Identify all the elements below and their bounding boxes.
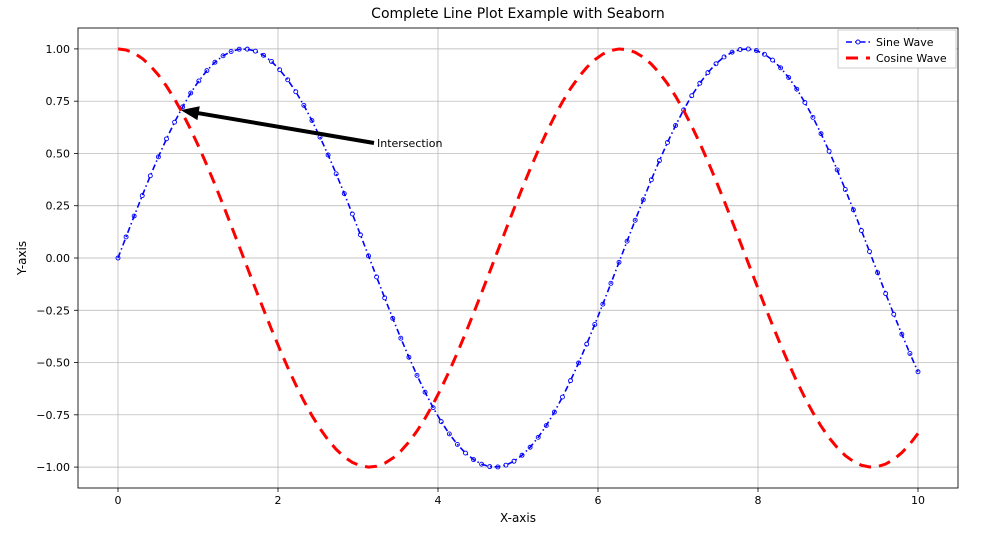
- ytick-label: 0.75: [46, 95, 71, 108]
- xtick-label: 0: [115, 494, 122, 507]
- y-axis-label: Y-axis: [15, 241, 29, 276]
- legend-label: Cosine Wave: [876, 52, 947, 65]
- ytick-label: −0.25: [36, 304, 70, 317]
- ytick-label: 0.00: [46, 252, 71, 265]
- chart-title: Complete Line Plot Example with Seaborn: [371, 6, 665, 22]
- xtick-label: 6: [595, 494, 602, 507]
- ytick-label: 1.00: [46, 43, 71, 56]
- annotation-text: Intersection: [377, 137, 442, 150]
- ytick-label: −1.00: [36, 461, 70, 474]
- xtick-label: 2: [275, 494, 282, 507]
- legend-label: Sine Wave: [876, 36, 934, 49]
- ytick-label: 0.50: [46, 147, 71, 160]
- legend: Sine Wave Cosine Wave: [838, 30, 956, 68]
- xtick-label: 4: [435, 494, 442, 507]
- x-axis-label: X-axis: [500, 511, 536, 525]
- xtick-label: 8: [755, 494, 762, 507]
- ytick-label: 0.25: [46, 200, 71, 213]
- xtick-label: 10: [911, 494, 925, 507]
- chart-container: 0 2 4 6 8 10 −1.00 −0.75 −0.50 −0.25 0.00 0.25 0.50 0…: [0, 0, 1003, 547]
- chart-svg: 0 2 4 6 8 10 −1.00 −0.75 −0.50 −0.25 0.00 0.25 0.50 0…: [0, 0, 1003, 547]
- ytick-label: −0.50: [36, 357, 70, 370]
- ytick-label: −0.75: [36, 409, 70, 422]
